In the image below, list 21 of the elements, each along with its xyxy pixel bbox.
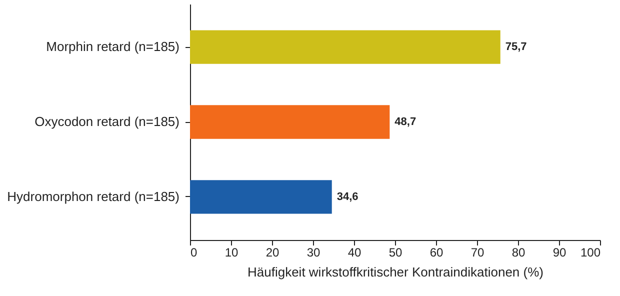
x-tick-label: 100: [580, 246, 601, 260]
x-tick-label: 60: [430, 246, 444, 260]
bar: [190, 105, 390, 139]
x-tick-label: 50: [388, 246, 402, 260]
y-tick-label: Oxycodon retard (n=185): [34, 114, 180, 129]
x-tick-label: 80: [512, 246, 526, 260]
x-axis-title: Häufigkeit wirkstoffkritischer Kontraindikationen (%): [248, 264, 544, 280]
x-tick-label: 0: [190, 246, 198, 260]
data-label: 75,7: [505, 41, 527, 54]
y-tick-label: Hydromorphon retard (n=185): [7, 188, 180, 204]
y-tick-label: Morphin retard (n=185): [46, 39, 180, 54]
bar: [190, 30, 500, 64]
data-label: 34,6: [336, 190, 358, 203]
x-tick-label: 30: [306, 246, 320, 260]
x-tick-label: 70: [470, 246, 484, 260]
x-tick-label: 10: [224, 246, 238, 260]
data-label: 48,7: [394, 116, 416, 128]
x-tick-label: 20: [266, 246, 280, 260]
x-tick-label: 90: [552, 246, 566, 260]
bar: [190, 180, 332, 214]
x-tick-label: 40: [348, 246, 362, 260]
